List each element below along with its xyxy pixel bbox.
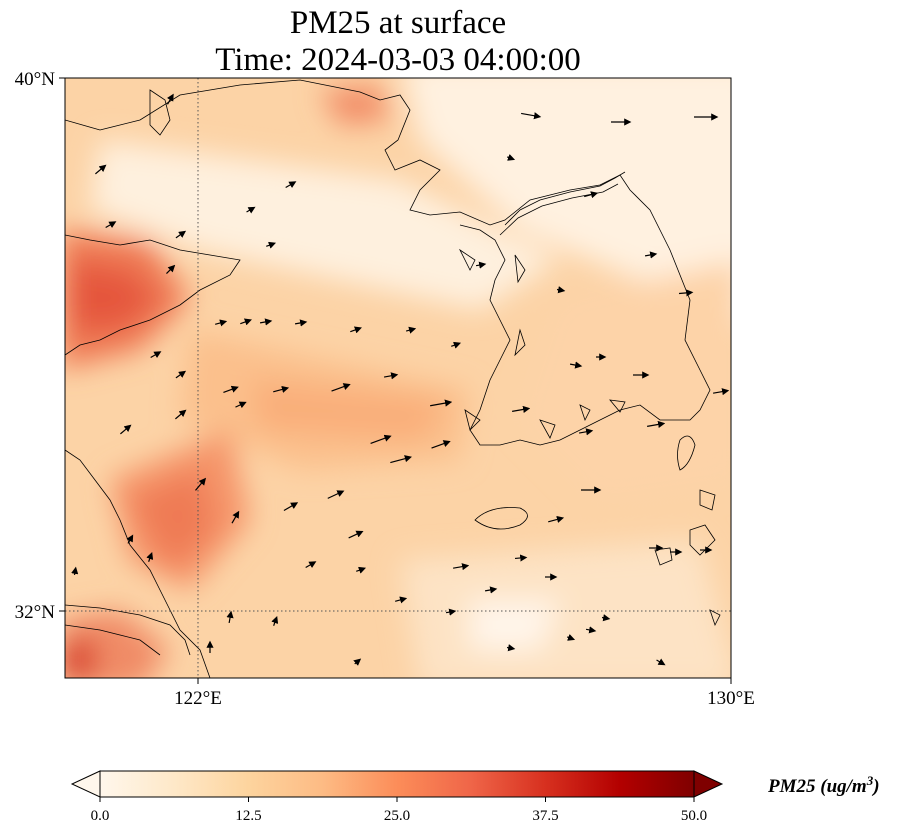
lat-label-32: 32°N [15, 602, 56, 623]
wind-arrow [150, 351, 162, 359]
colorbar-tick-label: 12.5 [235, 808, 261, 824]
lon-label-130: 130°E [707, 688, 755, 709]
wind-arrow [95, 164, 107, 175]
wind-arrow [548, 515, 565, 523]
wind-arrow [601, 614, 611, 622]
map-title-line2: Time: 2024-03-03 04:00:00 [215, 42, 580, 78]
wind-arrow [259, 318, 273, 326]
wind-arrow [451, 341, 462, 349]
wind-vectors [71, 93, 730, 666]
colorbar: 0.0 12.5 25.0 37.5 50.0 PM25 (ug/m3) [70, 770, 880, 824]
wind-arrow [226, 610, 234, 624]
wind-arrow [235, 401, 247, 409]
wind-arrow [431, 440, 451, 449]
colorbar-low-extend [70, 770, 101, 798]
colorbar-label: PM25 (ug/m3) [767, 773, 880, 798]
wind-arrow [383, 372, 399, 380]
wind-arrow [566, 634, 576, 641]
wind-arrow [521, 112, 542, 120]
map-title-line1: PM25 at surface [290, 5, 506, 41]
wind-arrow [713, 388, 730, 396]
wind-arrow [294, 319, 308, 327]
wind-arrow [166, 93, 174, 105]
wind-arrow [348, 530, 364, 539]
wind-arrow [327, 490, 345, 499]
lon-tick-130: 130°E [707, 678, 755, 709]
wind-arrow [146, 551, 154, 562]
wind-arrow [370, 434, 392, 444]
colorbar-tick-label: 25.0 [384, 808, 410, 824]
wind-arrow [453, 563, 470, 571]
wind-arrow [514, 554, 528, 562]
wind-arrow [405, 326, 417, 334]
wind-arrow [353, 658, 362, 666]
lon-tick-122: 122°E [174, 678, 222, 709]
wind-arrow [445, 608, 457, 616]
wind-arrow [569, 361, 583, 369]
wind-arrow [475, 261, 487, 269]
wind-arrow [126, 534, 134, 544]
wind-arrow [120, 424, 132, 435]
lat-tick-40: 40°N [15, 69, 65, 90]
wind-arrow [356, 566, 367, 574]
wind-arrow [266, 241, 277, 249]
wind-arrow [271, 615, 279, 626]
wind-arrow [166, 264, 176, 274]
wind-arrow [556, 286, 566, 294]
wind-arrow [175, 370, 187, 379]
map-frame [64, 77, 732, 679]
lat-tick-32: 32°N [15, 602, 65, 623]
wind-arrow [350, 326, 362, 334]
colorbar-gradient [99, 770, 695, 798]
wind-arrow [223, 385, 239, 393]
wind-arrow [195, 477, 207, 491]
lat-label-40: 40°N [15, 69, 56, 90]
wind-arrow [175, 230, 187, 239]
colorbar-tick-label: 0.0 [91, 808, 110, 824]
wind-arrow [484, 586, 498, 594]
wind-arrow [285, 181, 297, 189]
colorbar-tick-label: 37.5 [532, 808, 558, 824]
wind-arrow [506, 154, 516, 161]
wind-arrow [240, 318, 252, 326]
lon-label-122: 122°E [174, 688, 222, 709]
colorbar-tick-label: 50.0 [681, 808, 707, 824]
wind-arrow [215, 319, 228, 327]
wind-arrow [231, 510, 240, 524]
colorbar-high-extend [693, 770, 724, 798]
wind-arrow [578, 428, 594, 436]
wind-arrow [656, 658, 666, 666]
wind-arrow [105, 221, 117, 229]
wind-arrow [283, 502, 299, 512]
wind-arrow [395, 596, 408, 604]
coastlines [65, 79, 721, 678]
wind-arrow [273, 385, 290, 393]
pm25-field [65, 78, 731, 678]
wind-arrow [512, 405, 531, 413]
wind-arrow [585, 626, 597, 634]
wind-arrow [390, 455, 412, 464]
wind-arrow [644, 251, 658, 259]
wind-arrow [506, 644, 516, 652]
wind-arrow [678, 289, 694, 297]
wind-arrow [71, 566, 79, 576]
wind-arrow [246, 206, 256, 214]
wind-arrow [584, 191, 599, 199]
wind-arrow [331, 383, 351, 392]
wind-arrow [175, 409, 187, 420]
pm25-shading [65, 78, 731, 678]
wind-arrow [305, 561, 317, 569]
wind-arrow [647, 420, 666, 428]
wind-arrow [430, 399, 453, 407]
